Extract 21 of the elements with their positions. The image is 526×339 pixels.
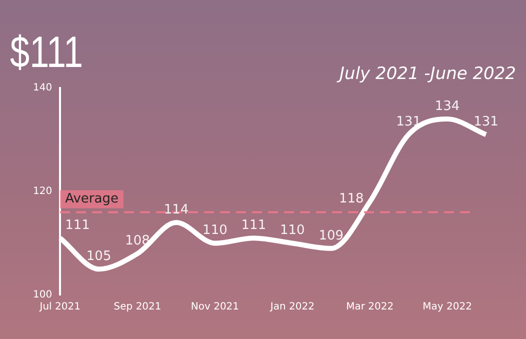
x-tick-label: May 2022 [422, 302, 472, 313]
data-label: 111 [65, 218, 90, 233]
y-tick-label: 120 [32, 186, 52, 198]
data-label: 134 [434, 98, 460, 114]
y-tick-label: 140 [32, 82, 52, 94]
data-label: 110 [202, 223, 228, 238]
data-label: 114 [164, 202, 189, 218]
data-label: 118 [339, 192, 364, 207]
x-tick-label: Mar 2022 [346, 302, 394, 313]
ref-line-label: Average [65, 192, 118, 207]
x-tick-label: Jan 2022 [269, 302, 314, 313]
x-tick-label: Sep 2021 [114, 302, 162, 313]
data-label: 110 [280, 223, 305, 238]
data-label: 109 [318, 228, 344, 244]
data-label: 131 [474, 114, 498, 130]
x-tick-label: Nov 2021 [190, 302, 240, 313]
data-label: 105 [86, 249, 112, 264]
y-tick-label: 100 [32, 290, 52, 301]
x-tick-label: Jul 2021 [38, 302, 80, 313]
data-label: 111 [241, 218, 266, 233]
chart-title: $111 [10, 28, 84, 78]
